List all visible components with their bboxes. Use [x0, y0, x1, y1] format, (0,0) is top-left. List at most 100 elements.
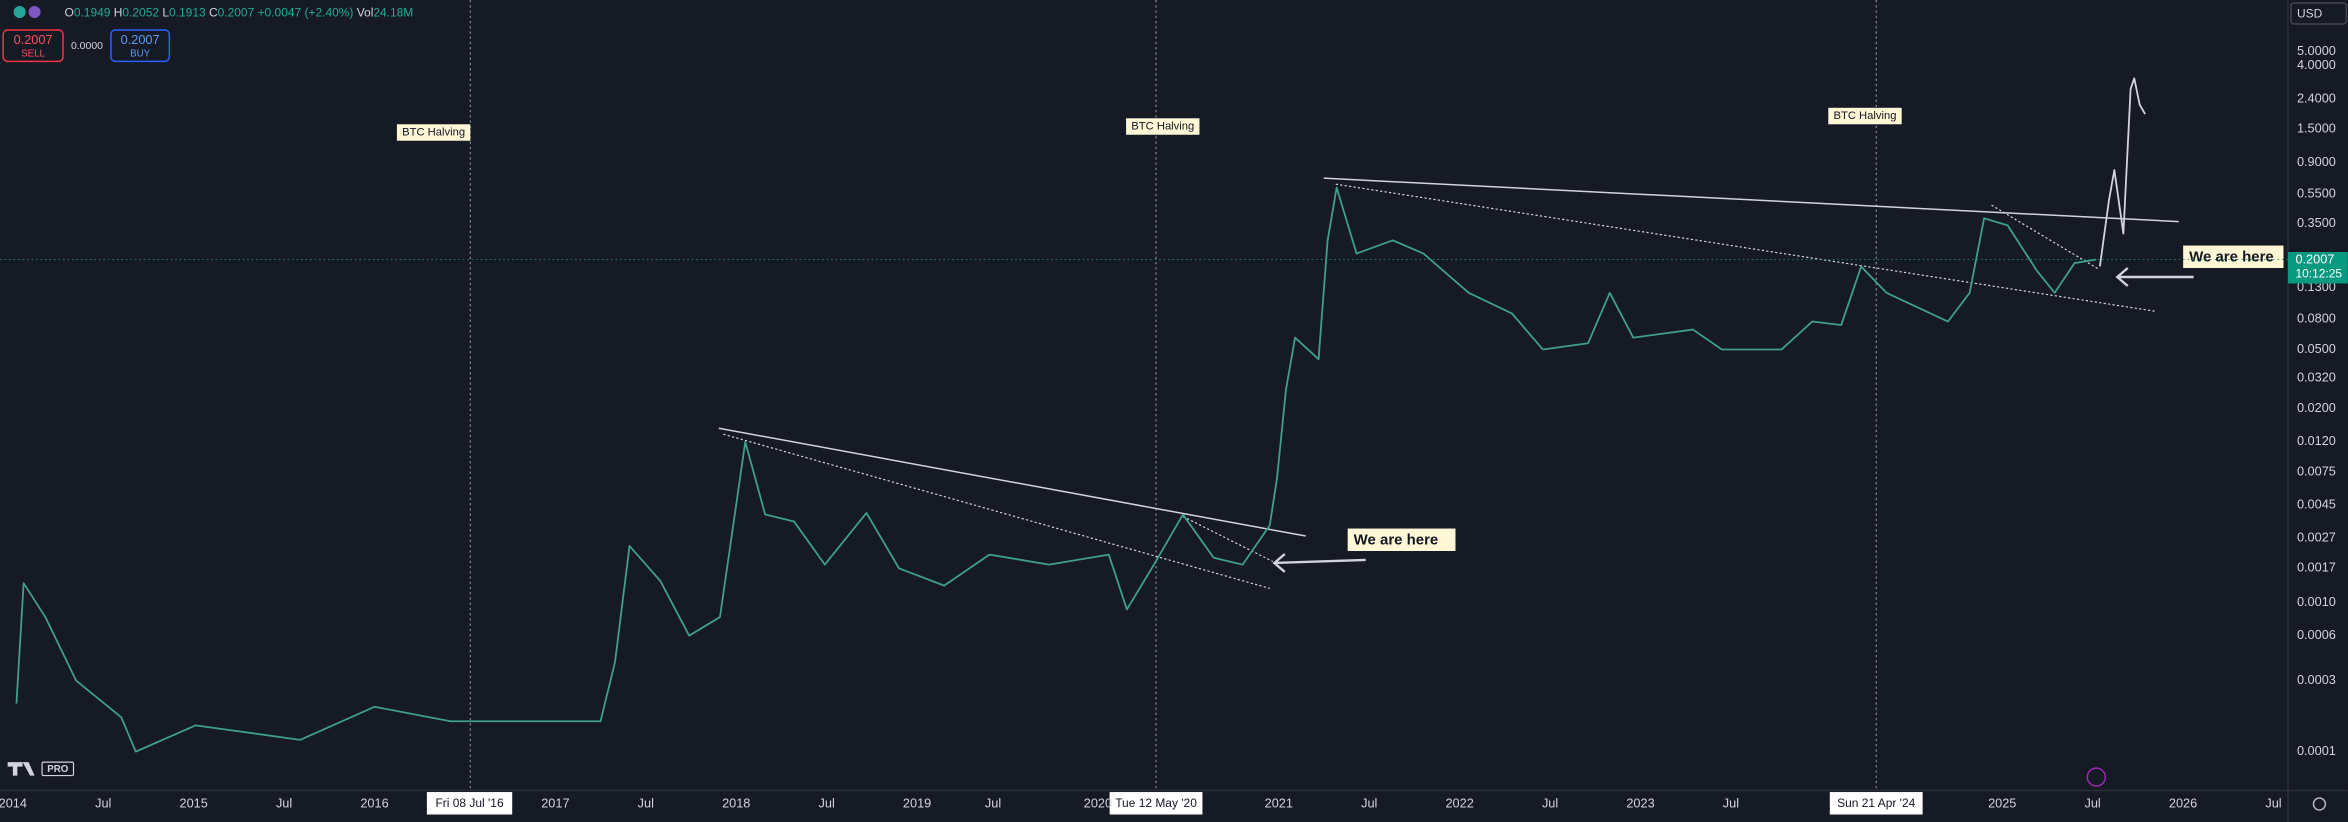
- x-tick-label: 2016: [360, 795, 388, 810]
- x-tick-label: Jul: [2265, 795, 2281, 810]
- x-tick-label: 2015: [180, 795, 208, 810]
- date-box: [1829, 792, 1923, 815]
- logo: [7, 762, 35, 776]
- x-tick-label: Jul: [1723, 795, 1739, 810]
- y-tick-label: 0.5500: [2297, 186, 2336, 201]
- x-tick-label: Jul: [1542, 795, 1558, 810]
- note-box: [1347, 528, 1456, 551]
- buy-label: BUY: [130, 48, 151, 59]
- y-tick-label: 0.0500: [2297, 341, 2336, 356]
- sell-price: 0.2007: [14, 32, 53, 47]
- date-box: [1109, 792, 1203, 815]
- x-tick-label: 2019: [903, 795, 931, 810]
- x-tick-label: 2021: [1265, 795, 1293, 810]
- x-tick-label: 2023: [1626, 795, 1654, 810]
- price-tag: [2287, 252, 2348, 284]
- sell-button[interactable]: [2, 29, 64, 63]
- sell-label: SELL: [21, 48, 45, 59]
- x-tick-label: 2022: [1445, 795, 1473, 810]
- x-tick-label: 2026: [2169, 795, 2197, 810]
- legend-key: Vol: [357, 6, 374, 20]
- legend-key: L: [162, 6, 169, 20]
- y-tick-label: 0.0001: [2297, 743, 2336, 758]
- price-tag-label: 0.2007: [2295, 252, 2334, 267]
- logo-box: [41, 761, 75, 777]
- legend-key: O: [65, 6, 74, 20]
- spread: 0.0000: [71, 41, 103, 52]
- x-tick-label: 2014: [0, 795, 27, 810]
- legend-key: C: [209, 6, 218, 20]
- legend-value: 0.2007: [218, 6, 255, 20]
- x-tick-label: 2018: [722, 795, 750, 810]
- price-line: [2098, 77, 2146, 267]
- y-tick-label: 0.0800: [2297, 310, 2336, 325]
- trendlines: [718, 177, 2194, 590]
- x-tick-label: Jul: [985, 795, 1001, 810]
- legend-value: 0.1949: [74, 6, 111, 20]
- halving-label: BTC Halving: [1834, 110, 1897, 122]
- label-box: [396, 124, 471, 141]
- date-labels: Fri 08 Jul '16 Tue 12 May '20 Sun 21 Apr…: [426, 792, 1923, 815]
- y-tick-label: 0.0003: [2297, 672, 2336, 687]
- trendline: [1182, 516, 1274, 563]
- trendline: [1991, 204, 2100, 271]
- x-tick-label: Jul: [95, 795, 111, 810]
- note: We are here: [2189, 248, 2274, 265]
- note-box: [2183, 245, 2284, 269]
- legend-value: 24.18M: [373, 6, 413, 20]
- y-tick-label: 0.0017: [2297, 560, 2336, 575]
- x-tick-label: Jul: [819, 795, 835, 810]
- arrow: [2115, 267, 2194, 287]
- label-box: [1126, 118, 1200, 135]
- y-tick-label: 0.0045: [2297, 497, 2336, 512]
- y-tick-label: 4.0000: [2297, 57, 2336, 72]
- symbol-icon[interactable]: [28, 5, 41, 18]
- x-tick-label: Jul: [2085, 795, 2101, 810]
- currency-button[interactable]: [2290, 2, 2348, 25]
- logo-text: PRO: [47, 764, 69, 775]
- buy-price: 0.2007: [121, 32, 160, 47]
- replay-icon[interactable]: [2086, 767, 2107, 787]
- x-tick-label: Jul: [1361, 795, 1377, 810]
- halving-labels: BTC Halving BTC Halving BTC Halving: [396, 107, 1902, 141]
- y-tick-label: 1.5000: [2297, 121, 2336, 136]
- y-tick-label: 0.0075: [2297, 464, 2336, 479]
- ohlc-legend: O0.1949 H0.2052 L0.1913 C0.2007 +0.0047 …: [65, 6, 414, 20]
- plot: [0, 77, 2288, 753]
- y-tick-label: 0.0200: [2297, 400, 2336, 415]
- settings-icon[interactable]: [2312, 797, 2327, 811]
- legend-value: 0.2052: [122, 6, 159, 20]
- buy-button[interactable]: [110, 29, 171, 63]
- countdown: 10:12:25: [2295, 267, 2342, 281]
- x-tick-label: 2025: [1988, 795, 2016, 810]
- y-tick-label: 2.4000: [2297, 90, 2336, 105]
- currency: USD: [2297, 6, 2323, 20]
- date-label: Fri 08 Jul '16: [435, 796, 503, 810]
- halving-label: BTC Halving: [402, 126, 465, 138]
- arrow: [1272, 553, 1366, 573]
- y-tick-label: 0.0010: [2297, 594, 2336, 609]
- legend-value: 0.1913: [169, 6, 206, 20]
- y-tick-label: 0.0006: [2297, 627, 2336, 642]
- x-tick-label: 2017: [541, 795, 569, 810]
- legend-key: H: [114, 6, 123, 20]
- trendline: [723, 433, 1270, 590]
- date-label: Tue 12 May '20: [1115, 796, 1197, 810]
- trendline: [718, 427, 1306, 537]
- x-tick-label: Jul: [276, 795, 292, 810]
- symbol-icon: [13, 5, 26, 18]
- date-label: Sun 21 Apr '24: [1837, 796, 1915, 810]
- trendline: [1323, 177, 2179, 223]
- y-tick-label: 5.0000: [2297, 43, 2336, 58]
- note: We are here: [1354, 531, 1439, 548]
- label-box: [1828, 107, 1902, 125]
- halving-label: BTC Halving: [1131, 120, 1194, 132]
- y-tick-label: 0.0120: [2297, 433, 2336, 448]
- x-tick-label: Jul: [638, 795, 654, 810]
- date-box: [426, 792, 513, 815]
- y-tick-label: 0.0027: [2297, 530, 2336, 545]
